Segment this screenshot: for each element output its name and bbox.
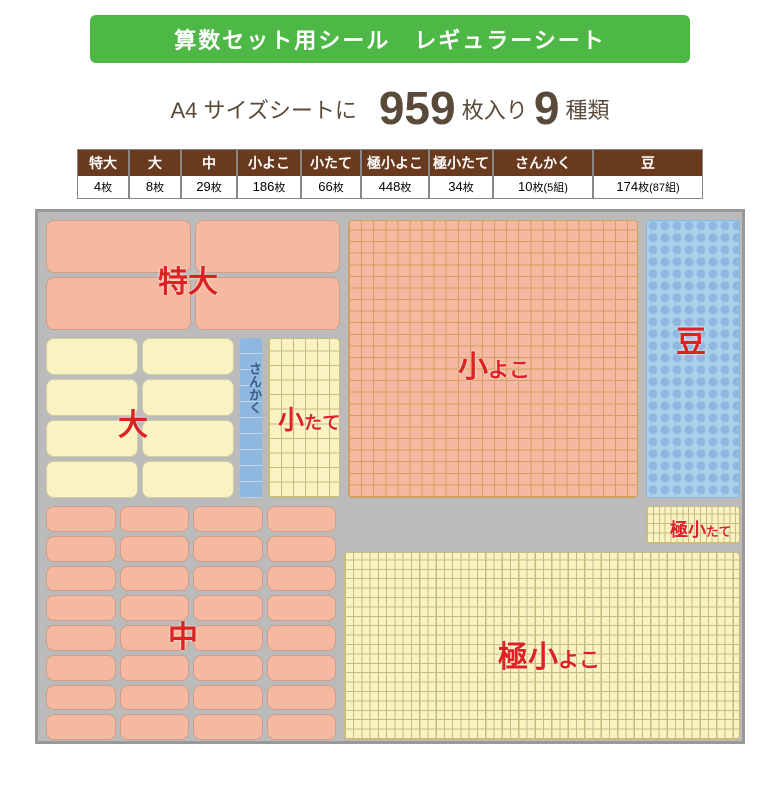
title-banner: 算数セット用シール レギュラーシート [90,15,690,63]
label: 特大 [158,257,218,301]
sheet-diagram: 特大大中 さんかく小たて 小よこ 豆極小たて極小よこ [35,209,745,744]
size-col: さんかく10枚(5組) [493,149,593,199]
label: 極小たて [670,516,731,542]
subtitle: A4 サイズシートに 959 枚入り 9 種類 [0,81,780,135]
size-col: 大8枚 [129,149,181,199]
label: 小たて [278,400,340,437]
size-col: 豆174枚(87組) [593,149,703,199]
label: 小よこ [458,342,530,386]
label: 大 [118,400,148,444]
label: 豆 [676,317,706,361]
size-col: 中29枚 [181,149,237,199]
size-col: 特大4枚 [77,149,129,199]
size-col: 小たて66枚 [301,149,361,199]
label: さんかく [245,362,264,414]
label: 中 [168,612,198,656]
size-table: 特大4枚大8枚中29枚小よこ186枚小たて66枚極小よこ448枚極小たて34枚さ… [35,149,745,199]
size-col: 極小たて34枚 [429,149,493,199]
size-col: 極小よこ448枚 [361,149,429,199]
size-col: 小よこ186枚 [237,149,301,199]
label: 極小よこ [498,632,600,676]
